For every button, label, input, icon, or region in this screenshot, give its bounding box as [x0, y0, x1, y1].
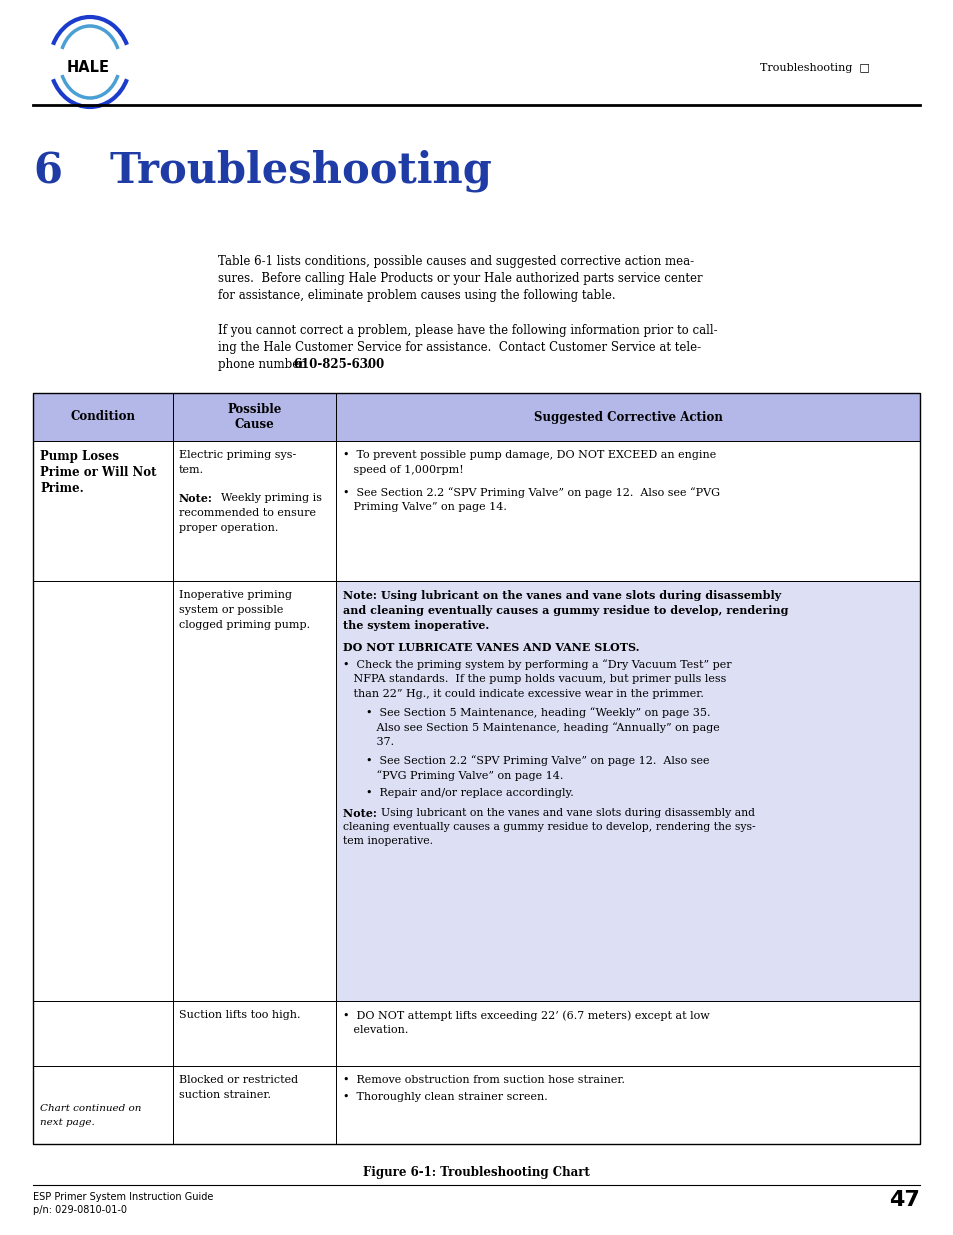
Text: 610-825-6300: 610-825-6300 [293, 358, 384, 370]
Text: •  See Section 2.2 “SPV Priming Valve” on page 12.  Also see: • See Section 2.2 “SPV Priming Valve” on… [366, 755, 709, 766]
Text: Suggested Corrective Action: Suggested Corrective Action [533, 410, 721, 424]
Text: Blocked or restricted: Blocked or restricted [179, 1074, 297, 1086]
Text: proper operation.: proper operation. [179, 522, 278, 534]
Text: system or possible: system or possible [179, 605, 283, 615]
Text: Condition: Condition [71, 410, 135, 424]
Bar [33, 580, 172, 1002]
Bar [172, 580, 335, 1002]
Text: tem inoperative.: tem inoperative. [343, 836, 433, 846]
Text: next page.: next page. [40, 1118, 94, 1128]
Text: ing the Hale Customer Service for assistance.  Contact Customer Service at tele-: ing the Hale Customer Service for assist… [218, 341, 700, 354]
Bar [172, 1066, 335, 1144]
Bar [172, 1002, 335, 1066]
Text: Note:: Note: [343, 808, 384, 819]
Bar [335, 1002, 919, 1066]
Text: p/n: 029-0810-01-0: p/n: 029-0810-01-0 [33, 1205, 127, 1215]
Text: Troubleshooting  □: Troubleshooting □ [760, 63, 869, 73]
Text: for assistance, eliminate problem causes using the following table.: for assistance, eliminate problem causes… [218, 289, 615, 303]
Text: 37.: 37. [366, 737, 394, 747]
Text: HALE: HALE [67, 59, 110, 74]
Text: cleaning eventually causes a gummy residue to develop, rendering the sys-: cleaning eventually causes a gummy resid… [343, 823, 755, 832]
Text: recommended to ensure: recommended to ensure [179, 508, 315, 517]
Text: Also see Section 5 Maintenance, heading “Annually” on page: Also see Section 5 Maintenance, heading … [366, 722, 719, 732]
Bar [33, 393, 172, 441]
Text: the system inoperative.: the system inoperative. [343, 620, 489, 631]
Text: Using lubricant on the vanes and vane slots during disassembly and: Using lubricant on the vanes and vane sl… [380, 808, 754, 818]
Text: •  Thoroughly clean strainer screen.: • Thoroughly clean strainer screen. [343, 1092, 547, 1102]
Text: Prime.: Prime. [40, 482, 84, 495]
Text: If you cannot correct a problem, please have the following information prior to : If you cannot correct a problem, please … [218, 324, 717, 337]
Text: clogged priming pump.: clogged priming pump. [179, 620, 310, 630]
Text: Note:: Note: [179, 493, 213, 504]
Text: •  To prevent possible pump damage, DO NOT EXCEED an engine: • To prevent possible pump damage, DO NO… [343, 450, 716, 459]
Text: ESP Primer System Instruction Guide: ESP Primer System Instruction Guide [33, 1192, 213, 1202]
Text: Troubleshooting: Troubleshooting [110, 149, 493, 193]
Text: Note:: Note: [343, 590, 384, 601]
Bar [335, 441, 919, 580]
Bar [172, 393, 335, 441]
Text: sures.  Before calling Hale Products or your Hale authorized parts service cente: sures. Before calling Hale Products or y… [218, 272, 702, 285]
Text: Pump Loses: Pump Loses [40, 450, 119, 463]
Bar [33, 393, 919, 1144]
Bar [33, 1066, 172, 1144]
Text: suction strainer.: suction strainer. [179, 1091, 271, 1100]
Text: Chart continued on: Chart continued on [40, 1104, 141, 1113]
Text: •  Check the priming system by performing a “Dry Vacuum Test” per: • Check the priming system by performing… [343, 659, 731, 669]
Bar [172, 441, 335, 580]
Text: Table 6-1 lists conditions, possible causes and suggested corrective action mea-: Table 6-1 lists conditions, possible cau… [218, 254, 694, 268]
Bar [335, 580, 919, 1002]
Text: Figure 6-1: Troubleshooting Chart: Figure 6-1: Troubleshooting Chart [363, 1166, 589, 1179]
Text: Possible
Cause: Possible Cause [227, 403, 281, 431]
Text: •  Remove obstruction from suction hose strainer.: • Remove obstruction from suction hose s… [343, 1074, 624, 1086]
Text: . .: . . [358, 358, 370, 370]
Text: speed of 1,000rpm!: speed of 1,000rpm! [343, 466, 463, 475]
Text: Prime or Will Not: Prime or Will Not [40, 466, 156, 479]
Bar [33, 441, 172, 580]
Text: Suction lifts too high.: Suction lifts too high. [179, 1010, 300, 1020]
Text: “PVG Priming Valve” on page 14.: “PVG Priming Valve” on page 14. [366, 769, 563, 781]
Text: DO NOT LUBRICATE VANES AND VANE SLOTS.: DO NOT LUBRICATE VANES AND VANE SLOTS. [343, 642, 639, 653]
Text: Inoperative priming: Inoperative priming [179, 590, 292, 600]
Text: Priming Valve” on page 14.: Priming Valve” on page 14. [343, 501, 506, 513]
Text: •  See Section 2.2 “SPV Priming Valve” on page 12.  Also see “PVG: • See Section 2.2 “SPV Priming Valve” on… [343, 487, 720, 498]
Text: 6: 6 [33, 149, 62, 191]
Text: Electric priming sys-: Electric priming sys- [179, 450, 296, 459]
Text: NFPA standards.  If the pump holds vacuum, but primer pulls less: NFPA standards. If the pump holds vacuum… [343, 674, 725, 684]
Bar [33, 1002, 172, 1066]
Text: Weekly priming is: Weekly priming is [213, 493, 322, 503]
Text: than 22” Hg., it could indicate excessive wear in the primmer.: than 22” Hg., it could indicate excessiv… [343, 689, 703, 699]
Text: •  See Section 5 Maintenance, heading “Weekly” on page 35.: • See Section 5 Maintenance, heading “We… [366, 706, 710, 718]
Text: elevation.: elevation. [343, 1025, 408, 1035]
Text: •  DO NOT attempt lifts exceeding 22’ (6.7 meters) except at low: • DO NOT attempt lifts exceeding 22’ (6.… [343, 1010, 709, 1020]
Text: and cleaning eventually causes a gummy residue to develop, rendering: and cleaning eventually causes a gummy r… [343, 605, 788, 616]
Text: •  Repair and/or replace accordingly.: • Repair and/or replace accordingly. [366, 788, 573, 798]
Text: phone number: phone number [218, 358, 309, 370]
Bar [335, 393, 919, 441]
Text: tem.: tem. [179, 466, 204, 475]
Text: Using lubricant on the vanes and vane slots during disassembly: Using lubricant on the vanes and vane sl… [380, 590, 781, 601]
Text: 47: 47 [888, 1191, 919, 1210]
Bar [335, 1066, 919, 1144]
